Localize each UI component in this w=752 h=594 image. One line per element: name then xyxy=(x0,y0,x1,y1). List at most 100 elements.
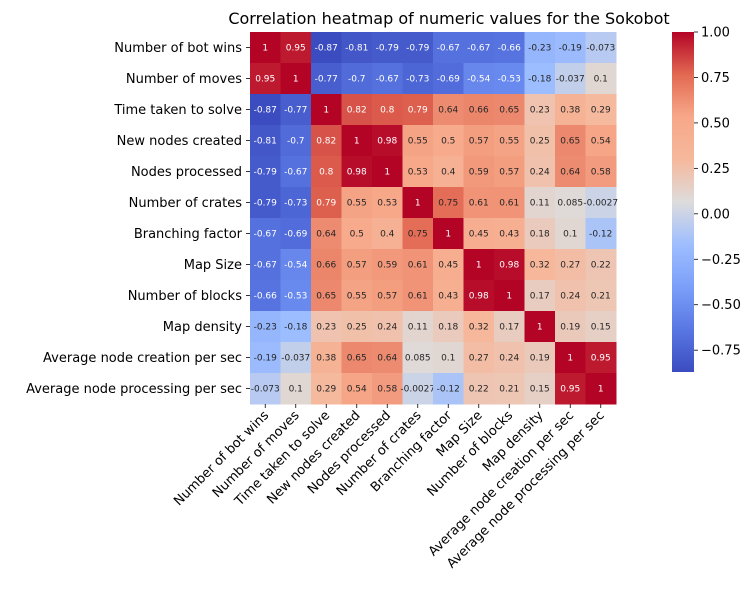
heatmap-cell xyxy=(463,187,495,219)
cell-value-label: -0.81 xyxy=(254,137,277,147)
cell-value-label: 0.95 xyxy=(286,44,306,54)
cell-value-label: 0.25 xyxy=(530,137,550,147)
cell-value-label: 0.29 xyxy=(316,385,336,395)
cell-value-label: -0.67 xyxy=(437,44,460,54)
cell-value-label: -0.19 xyxy=(559,44,583,54)
cell-value-label: 0.61 xyxy=(499,199,519,209)
heatmap-cell xyxy=(524,218,556,250)
row-label: Map density xyxy=(163,320,243,335)
cell-value-label: -0.66 xyxy=(498,44,522,54)
heatmap-cell xyxy=(280,32,312,64)
cell-value-label: 0.65 xyxy=(316,292,336,302)
row-label: Map Size xyxy=(184,258,242,273)
heatmap-cell xyxy=(494,342,525,374)
heatmap-cell xyxy=(250,94,281,126)
heatmap-cell xyxy=(280,125,312,157)
cell-value-label: 0.64 xyxy=(316,230,336,240)
cell-value-label: 0.22 xyxy=(591,261,611,271)
heatmap-cell xyxy=(341,125,373,157)
cell-value-label: 0.32 xyxy=(530,261,550,271)
heatmap-cell xyxy=(555,311,586,343)
cell-value-label: 0.11 xyxy=(530,199,550,209)
heatmap-cell xyxy=(311,373,342,405)
heatmap-cell xyxy=(402,125,434,157)
heatmap-cell xyxy=(341,373,373,405)
cell-value-label: -0.0027 xyxy=(583,199,618,209)
heatmap-cell xyxy=(341,218,373,250)
heatmap-cell xyxy=(555,32,586,64)
cell-value-label: 0.98 xyxy=(347,168,367,178)
cell-value-label: 0.15 xyxy=(530,385,550,395)
cell-value-label: -0.19 xyxy=(254,354,278,364)
heatmap-cell xyxy=(494,311,525,343)
heatmap-cell xyxy=(524,249,556,281)
heatmap-cell xyxy=(311,125,342,157)
colorbar-tick-label: 0.25 xyxy=(701,162,730,177)
cell-value-label: 0.55 xyxy=(408,137,428,147)
heatmap-cell xyxy=(585,311,617,343)
cell-value-label: -0.7 xyxy=(348,75,366,85)
row-label: Average node processing per sec xyxy=(26,382,242,397)
cell-value-label: 0.085 xyxy=(405,354,431,364)
heatmap-cell xyxy=(524,311,556,343)
heatmap-cell xyxy=(341,342,373,374)
cell-value-label: 0.5 xyxy=(350,230,364,240)
heatmap-cell xyxy=(311,311,342,343)
cell-value-label: 0.61 xyxy=(408,292,428,302)
heatmap-cell xyxy=(311,187,342,219)
cell-value-label: 0.66 xyxy=(316,261,336,271)
heatmap-cell xyxy=(250,156,281,188)
heatmap-cell xyxy=(341,311,373,343)
cell-value-label: -0.67 xyxy=(254,261,277,271)
cell-value-label: 0.19 xyxy=(560,323,580,333)
cell-value-label: 1 xyxy=(567,354,573,364)
heatmap-cells: 1 0.95 -0.87 -0.81 -0.79 -0.79 -0.67 -0.67 -0.66… xyxy=(250,32,618,405)
cell-value-label: 0.22 xyxy=(469,385,489,395)
colorbar-tick-label: 0.75 xyxy=(701,71,730,86)
cell-value-label: 0.64 xyxy=(377,354,397,364)
heatmap-cell xyxy=(433,342,464,374)
heatmap-cell xyxy=(341,32,373,64)
heatmap-cell xyxy=(494,156,525,188)
heatmap-cell xyxy=(524,32,556,64)
heatmap-cell xyxy=(463,156,495,188)
heatmap-cell xyxy=(341,280,373,312)
cell-value-label: 0.8 xyxy=(319,168,334,178)
heatmap-cell xyxy=(372,156,403,188)
heatmap-cell xyxy=(341,94,373,126)
cell-value-label: 0.45 xyxy=(438,261,458,271)
heatmap-cell xyxy=(463,249,495,281)
heatmap-cell xyxy=(402,280,434,312)
heatmap-cell xyxy=(494,94,525,126)
colorbar-tick-label: 1.00 xyxy=(701,26,730,41)
cell-value-label: -0.87 xyxy=(315,44,338,54)
heatmap-cell xyxy=(280,187,312,219)
cell-value-label: 0.17 xyxy=(499,323,519,333)
heatmap-cell xyxy=(433,94,464,126)
heatmap-cell xyxy=(494,63,525,95)
heatmap-cell xyxy=(585,156,617,188)
heatmap-cell xyxy=(585,249,617,281)
heatmap-cell xyxy=(402,311,434,343)
cell-value-label: -0.23 xyxy=(254,323,277,333)
colorbar: 1.00 0.75 0.50 0.25 0.00 −0.25 −0.50 −0.75 xyxy=(672,26,741,372)
heatmap-cell xyxy=(524,94,556,126)
cell-value-label: 0.43 xyxy=(499,230,519,240)
heatmap-cell xyxy=(494,280,525,312)
cell-value-label: 0.18 xyxy=(438,323,458,333)
heatmap-cell xyxy=(494,373,525,405)
heatmap-cell xyxy=(555,249,586,281)
heatmap-cell xyxy=(585,280,617,312)
heatmap-cell xyxy=(585,125,617,157)
cell-value-label: -0.87 xyxy=(254,106,277,116)
cell-value-label: 0.53 xyxy=(408,168,428,178)
heatmap-cell xyxy=(524,63,556,95)
heatmap-cell xyxy=(585,342,617,374)
heatmap-cell xyxy=(250,342,281,374)
heatmap-cell xyxy=(494,249,525,281)
cell-value-label: -0.69 xyxy=(437,75,461,85)
cell-value-label: 0.55 xyxy=(347,199,367,209)
cell-value-label: -0.77 xyxy=(284,106,307,116)
cell-value-label: -0.54 xyxy=(467,75,491,85)
heatmap-cell xyxy=(494,125,525,157)
